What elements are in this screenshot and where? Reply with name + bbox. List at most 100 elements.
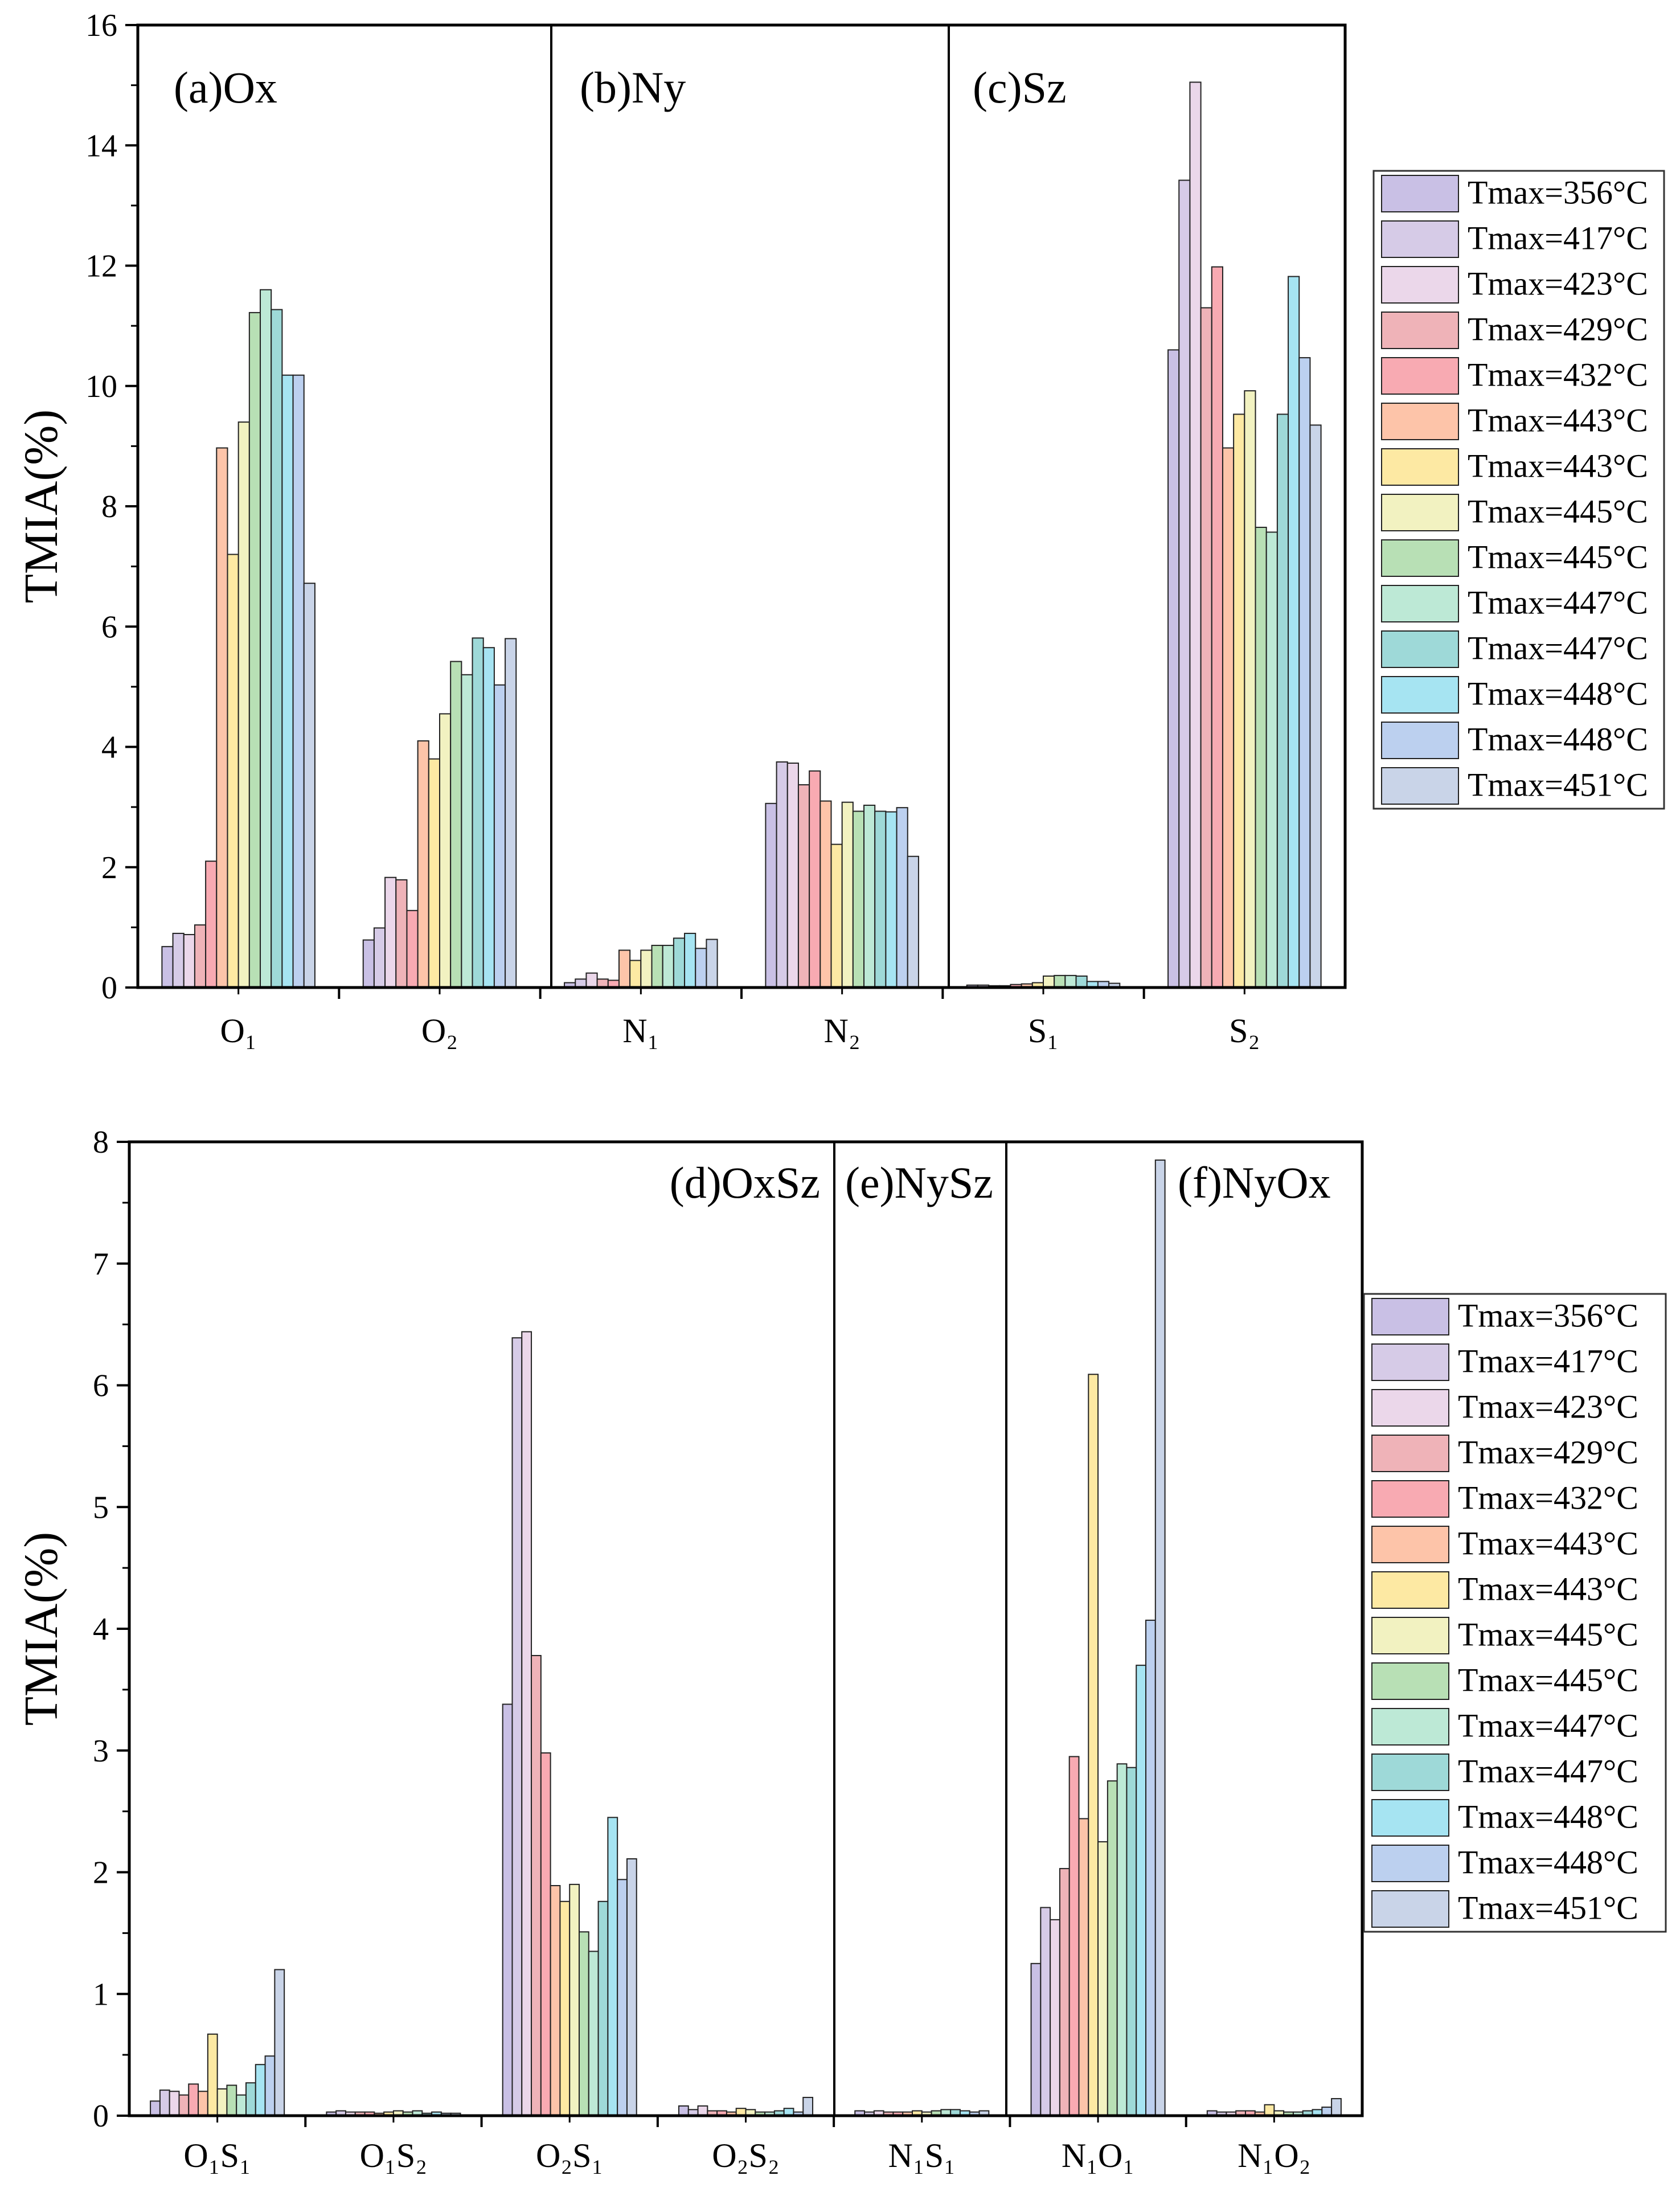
legend-swatch [1371, 1526, 1449, 1563]
y-tick-label: 10 [85, 369, 117, 404]
bar-S₂-s2 [1178, 179, 1191, 988]
legend-label: Tmax=356°C [1468, 174, 1648, 211]
y-tick-label: 3 [93, 1734, 109, 1769]
legend-label: Tmax=443°C [1468, 402, 1648, 439]
panel-label: (d)OxSz [670, 1158, 820, 1207]
y-tick-label: 14 [85, 128, 117, 163]
bar-N₁-s12 [684, 932, 696, 988]
legend-label: Tmax=432°C [1458, 1480, 1638, 1517]
bar-N₁O₁-s6 [1078, 1818, 1089, 2116]
bar-N₁-s9 [651, 945, 663, 989]
legend-label: Tmax=429°C [1468, 311, 1648, 348]
legend-swatch [1371, 1890, 1449, 1928]
bar-O₁-s3 [183, 934, 195, 989]
legend-label: Tmax=443°C [1458, 1571, 1638, 1608]
legend-label: Tmax=417°C [1468, 220, 1648, 257]
bar-O₁S₁-s13 [264, 2055, 276, 2117]
bar-O₁S₁-s3 [169, 2091, 180, 2116]
legend-swatch [1371, 1435, 1449, 1472]
bar-O₂S₁-s2 [511, 1337, 523, 2116]
legend-swatch [1381, 494, 1459, 531]
bar-O₂-s13 [493, 684, 506, 988]
plot-frame [128, 1140, 1364, 2117]
bar-N₁O₁-s9 [1107, 1780, 1118, 2116]
bar-O₂-s7 [428, 758, 441, 989]
y-tick-label: 0 [101, 970, 117, 1006]
category-label: O₁S₂ [360, 2137, 428, 2174]
legend-swatch [1381, 403, 1459, 440]
bar-S₂-s10 [1265, 531, 1278, 988]
bar-N₁O₁-s11 [1126, 1767, 1137, 2116]
legend-swatch [1371, 1480, 1449, 1518]
bar-S₂-s8 [1244, 390, 1256, 989]
legend: Tmax=356°C Tmax=417°C Tmax=423°C Tmax=429°C… [1363, 1293, 1667, 1933]
bar-N₁-s14 [706, 939, 718, 988]
bar-N₁O₁-s1 [1030, 1962, 1042, 2117]
bar-N₁-s10 [662, 945, 674, 989]
bar-O₂S₁-s11 [597, 1900, 609, 2117]
y-tick-label: 16 [85, 8, 117, 43]
bar-O₁S₁-s6 [198, 2091, 208, 2116]
bar-O₁S₁-s5 [188, 2083, 199, 2116]
legend-label: Tmax=429°C [1458, 1434, 1638, 1471]
legend-label: Tmax=423°C [1458, 1388, 1638, 1425]
y-tick-label: 2 [93, 1855, 109, 1891]
category-label: O₂S₂ [712, 2137, 780, 2174]
legend-swatch [1371, 1389, 1449, 1427]
bar-O₂-s8 [439, 713, 452, 989]
bar-N₂-s5 [809, 770, 821, 988]
bar-O₂S₁-s10 [588, 1951, 599, 2116]
bar-O₂S₁-s14 [626, 1858, 637, 2116]
y-tick-label: 8 [101, 489, 117, 525]
bar-O₁-s1 [161, 946, 174, 989]
bar-O₂S₁-s5 [540, 1752, 551, 2116]
legend-swatch [1371, 1799, 1449, 1837]
bar-S₂-s12 [1288, 276, 1300, 988]
bar-N₂-s10 [863, 804, 876, 988]
y-tick-label: 12 [85, 249, 117, 284]
bar-O₂S₁-s3 [521, 1331, 532, 2116]
legend-label: Tmax=451°C [1468, 767, 1648, 804]
legend-swatch [1381, 539, 1459, 577]
legend-label: Tmax=443°C [1458, 1525, 1638, 1562]
legend-swatch [1381, 630, 1459, 668]
bar-O₂S₁-s13 [617, 1879, 628, 2117]
bar-N₂-s3 [786, 763, 799, 989]
bar-S₂-s3 [1189, 81, 1202, 989]
bar-N₁O₁-s5 [1068, 1756, 1080, 2116]
panel-label: (b)Ny [580, 63, 686, 112]
bar-N₁O₁-s7 [1088, 1374, 1099, 2116]
legend-swatch [1381, 312, 1459, 349]
y-tick-label: 5 [93, 1490, 109, 1525]
bar-O₂S₁-s1 [502, 1703, 513, 2116]
legend-swatch [1381, 722, 1459, 759]
bar-O₁S₁-s8 [216, 2088, 228, 2116]
bar-N₂-s14 [907, 855, 919, 988]
bar-O₁S₁-s4 [178, 2094, 190, 2116]
y-tick-label: 4 [101, 730, 117, 765]
bar-O₂-s4 [395, 879, 408, 989]
bar-O₁-s5 [205, 861, 218, 988]
bar-O₁-s12 [281, 374, 294, 988]
legend-swatch [1371, 1571, 1449, 1609]
bar-O₂S₁-s12 [607, 1817, 618, 2117]
bar-O₂-s6 [417, 740, 429, 988]
bar-O₁-s11 [271, 309, 283, 988]
panel-label: (e)NySz [845, 1158, 993, 1207]
bar-S₂-s1 [1167, 349, 1180, 989]
y-tick-label: 0 [93, 2099, 109, 2134]
legend-swatch [1381, 676, 1459, 714]
bar-O₂-s10 [461, 674, 473, 988]
bar-N₂-s12 [885, 811, 898, 988]
category-label: O₂S₁ [536, 2137, 604, 2174]
y-tick-label: 6 [93, 1369, 109, 1404]
chart-1: 0 2 4 6 8 10 12 14 16 O₁ O₂ N₁ N₂ S₁ S₂ (a)Ox (b)Ny (c)Sz… [15, 8, 1665, 1050]
legend-swatch [1381, 448, 1459, 486]
bar-S₂-s5 [1211, 266, 1223, 988]
legend-swatch [1371, 1845, 1449, 1882]
legend-label: Tmax=448°C [1458, 1798, 1638, 1835]
category-label: S₂ [1229, 1012, 1260, 1050]
bar-S₂-s6 [1222, 447, 1235, 988]
bar-N₂-s13 [896, 807, 908, 989]
bar-N₂-s2 [776, 761, 788, 989]
